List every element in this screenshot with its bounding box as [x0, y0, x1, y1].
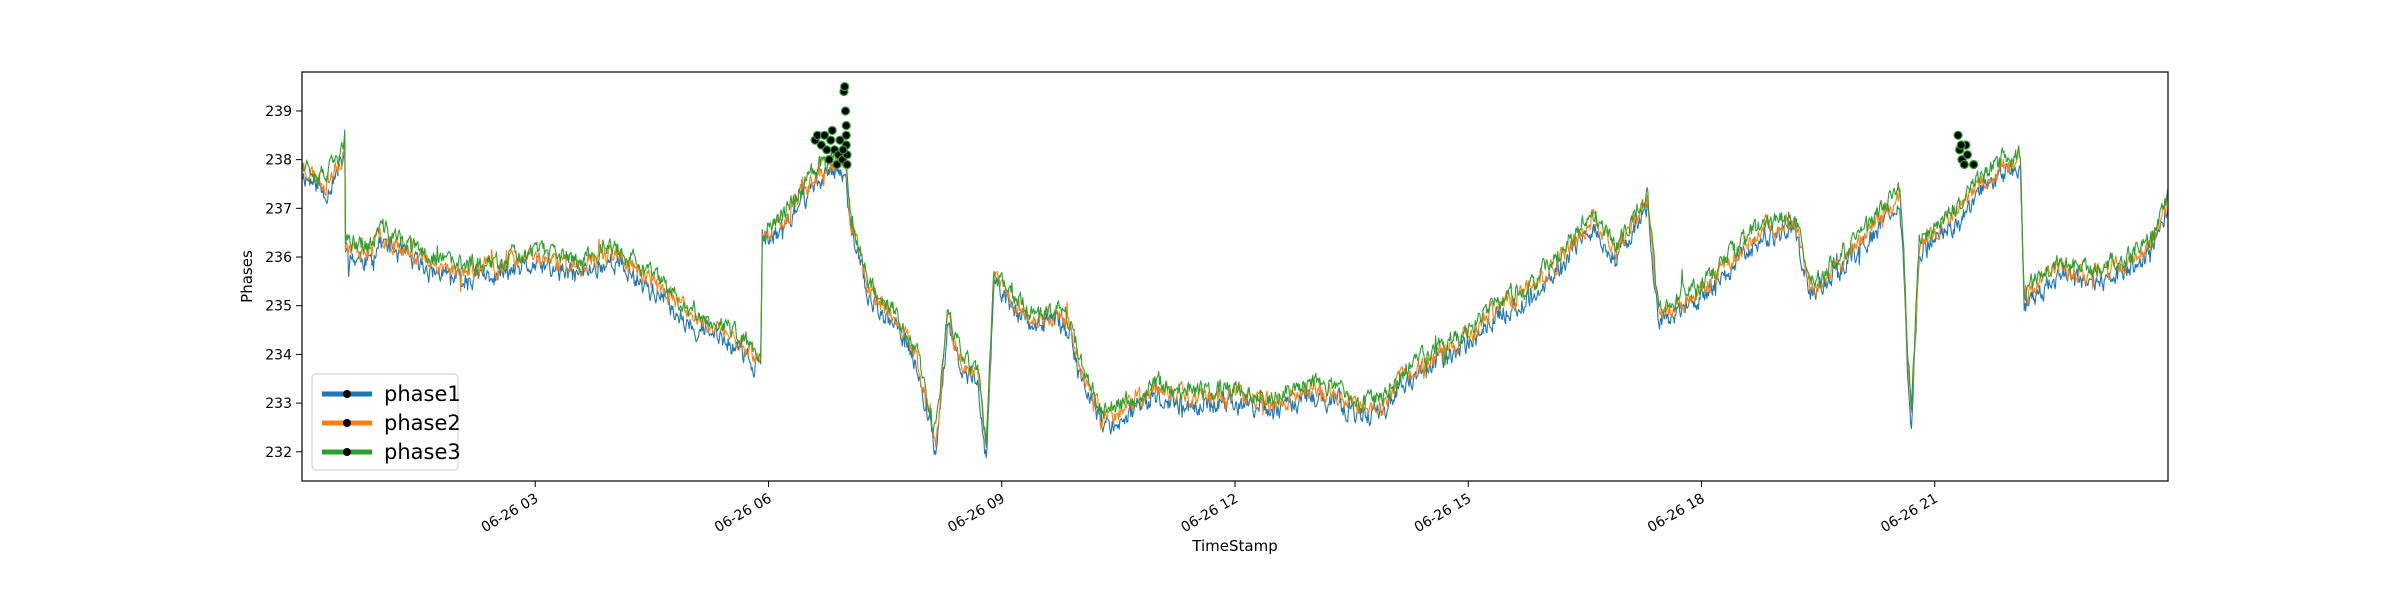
anomaly-point	[838, 145, 848, 155]
anomaly-layer	[810, 82, 1979, 170]
anomaly-point	[1959, 159, 1969, 170]
legend-label-phase2: phase2	[384, 411, 461, 435]
y-tick-label: 237	[265, 201, 292, 217]
y-axis: 232 233 234 235 236 237 238 239	[265, 104, 302, 461]
x-axis-label: TimeStamp	[1191, 537, 1277, 555]
anomaly-point	[822, 145, 832, 155]
y-tick-label: 235	[265, 299, 292, 315]
anomaly-point	[841, 130, 851, 140]
anomaly-point	[1953, 130, 1963, 140]
anomaly-point	[819, 130, 830, 140]
anomaly-point	[824, 155, 834, 165]
legend: phase1 phase2 phase3	[311, 373, 461, 471]
y-tick-label: 236	[265, 250, 292, 266]
anomaly-point	[1962, 150, 1973, 160]
legend-marker-icon	[343, 448, 351, 456]
anomaly-point	[826, 135, 836, 145]
legend-label-phase3: phase3	[384, 440, 461, 464]
series-layer	[301, 129, 2169, 459]
series-line-phase2	[301, 145, 2169, 448]
anomaly-point	[841, 120, 851, 131]
legend-label-phase1: phase1	[384, 382, 461, 406]
y-tick-label: 233	[265, 396, 292, 412]
y-tick-label: 239	[265, 104, 292, 120]
anomaly-point	[840, 106, 851, 116]
legend-box	[311, 373, 459, 471]
y-tick-label: 232	[265, 445, 292, 461]
anomaly-point	[842, 159, 852, 170]
legend-marker-icon	[343, 419, 351, 427]
anomaly-point	[835, 135, 845, 145]
anomaly-point	[840, 82, 850, 92]
anomaly-point	[827, 125, 837, 136]
y-tick-label: 234	[265, 347, 292, 363]
y-axis-label: Phases	[238, 250, 256, 303]
anomaly-point	[1956, 140, 1966, 150]
anomaly-point	[1969, 159, 1979, 170]
series-line-phase3	[301, 129, 2169, 448]
legend-marker-icon	[343, 390, 351, 398]
y-tick-label: 238	[265, 153, 292, 169]
series-line-phase1	[301, 142, 2169, 459]
